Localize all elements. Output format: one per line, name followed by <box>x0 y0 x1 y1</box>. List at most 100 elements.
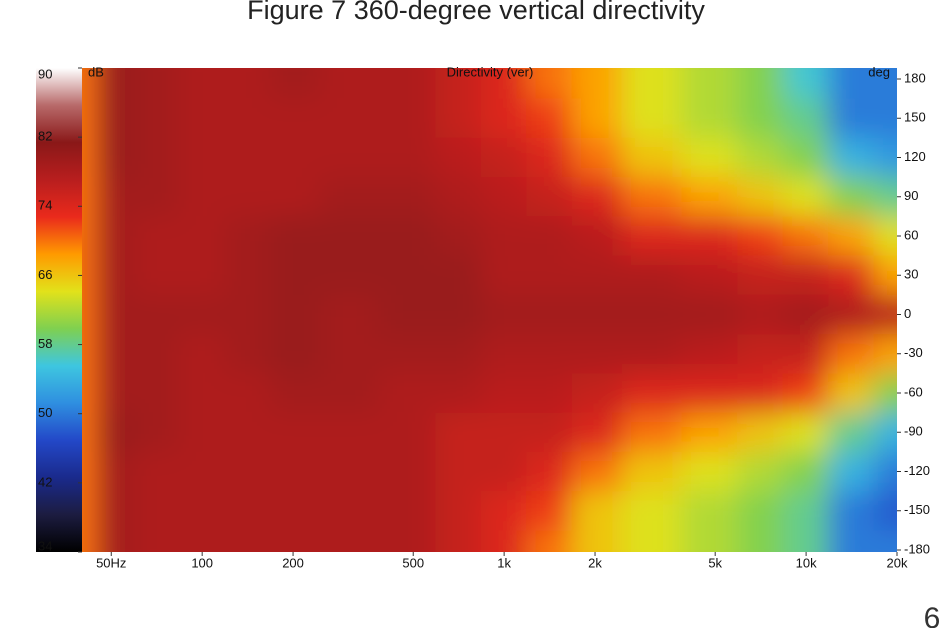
heat-cell <box>178 412 225 453</box>
heat-cell <box>571 98 623 139</box>
heat-cell <box>480 98 527 139</box>
heat-cell <box>621 137 683 178</box>
heat-cell <box>621 177 683 217</box>
heat-cell <box>526 412 573 453</box>
heat-cell <box>828 491 875 531</box>
heat-cell <box>224 177 271 217</box>
heat-cell <box>681 177 738 217</box>
heat-cell <box>133 177 180 217</box>
heat-cell <box>782 216 829 257</box>
heat-cell <box>873 216 897 257</box>
heat-cell <box>737 491 784 531</box>
heat-cell <box>224 294 271 335</box>
heat-cell <box>873 334 897 374</box>
heat-cell <box>269 491 321 531</box>
heat-cell <box>571 216 623 257</box>
heat-cell <box>319 137 381 178</box>
heat-cell <box>379 294 436 335</box>
heat-cell <box>269 294 321 335</box>
colorbar-tick-label: 42 <box>38 474 52 489</box>
heat-cell <box>480 216 527 257</box>
heat-cell <box>133 530 180 552</box>
heat-cell <box>435 137 482 178</box>
heat-cell <box>782 294 829 335</box>
heat-cell <box>178 373 225 414</box>
chart-title: Figure 7 360-degree vertical directivity <box>247 0 705 25</box>
heat-cell <box>435 412 482 453</box>
x-tick-label: 1k <box>497 555 511 570</box>
heat-cell <box>224 334 271 374</box>
heat-cell <box>435 530 482 552</box>
heat-cell <box>96 68 134 100</box>
heat-cell <box>133 98 180 139</box>
heat-cell <box>82 373 98 414</box>
colorbar-tick-label: 66 <box>38 267 52 282</box>
heat-cell <box>571 373 623 414</box>
heat-cell <box>873 412 897 453</box>
heat-cell <box>269 373 321 414</box>
heat-cell <box>96 255 134 296</box>
x-tick-label: 2k <box>588 555 602 570</box>
heat-cell <box>873 177 897 217</box>
heat-cell <box>480 451 527 492</box>
heat-cell <box>96 98 134 139</box>
heat-cell <box>571 491 623 531</box>
heat-cell <box>178 334 225 374</box>
heat-cell <box>681 491 738 531</box>
colorbar-tick-label: 58 <box>38 336 52 351</box>
heat-cell <box>681 137 738 178</box>
heat-cell <box>133 412 180 453</box>
heat-cell <box>435 294 482 335</box>
heat-cell <box>681 451 738 492</box>
heat-cell <box>828 294 875 335</box>
heat-cell <box>737 334 784 374</box>
heat-cell <box>828 255 875 296</box>
heat-cell <box>224 216 271 257</box>
heat-cell <box>571 412 623 453</box>
heat-cell <box>737 373 784 414</box>
heat-cell <box>379 137 436 178</box>
heat-cell <box>873 68 897 100</box>
heat-cell <box>133 137 180 178</box>
heat-cell <box>873 491 897 531</box>
heat-cell <box>681 68 738 100</box>
x-tick-label: 200 <box>282 555 304 570</box>
heat-cell <box>269 412 321 453</box>
heat-cell <box>782 98 829 139</box>
heat-cell <box>133 334 180 374</box>
heat-cell <box>782 530 829 552</box>
y-tick-label: 180 <box>904 70 926 85</box>
page-number: 6 <box>924 602 941 628</box>
heat-cell <box>178 491 225 531</box>
heat-cell <box>224 137 271 178</box>
heat-cell <box>379 334 436 374</box>
y-tick-label: 60 <box>904 227 918 242</box>
heat-cell <box>480 294 527 335</box>
heat-cell <box>681 373 738 414</box>
heat-cell <box>571 137 623 178</box>
y-tick-label: 150 <box>904 110 926 125</box>
heat-cell <box>133 294 180 335</box>
heat-cell <box>526 491 573 531</box>
x-tick-label: 10k <box>796 555 817 570</box>
y-unit: deg <box>868 64 890 79</box>
heat-cell <box>224 255 271 296</box>
heat-cell <box>178 451 225 492</box>
heat-cell <box>96 373 134 414</box>
heat-cell <box>224 68 271 100</box>
heat-cell <box>621 68 683 100</box>
heat-cell <box>435 98 482 139</box>
heat-cell <box>178 137 225 178</box>
colorbar-tick-label: 74 <box>38 198 52 213</box>
heat-cell <box>379 530 436 552</box>
heat-cell <box>435 177 482 217</box>
heat-cell <box>269 98 321 139</box>
heat-cell <box>480 137 527 178</box>
heat-cell <box>269 177 321 217</box>
heat-cell <box>96 530 134 552</box>
y-tick-label: -150 <box>904 502 930 517</box>
y-tick-label: -120 <box>904 463 930 478</box>
heat-cell <box>526 68 573 100</box>
x-tick-label: 5k <box>708 555 722 570</box>
heat-cell <box>224 451 271 492</box>
